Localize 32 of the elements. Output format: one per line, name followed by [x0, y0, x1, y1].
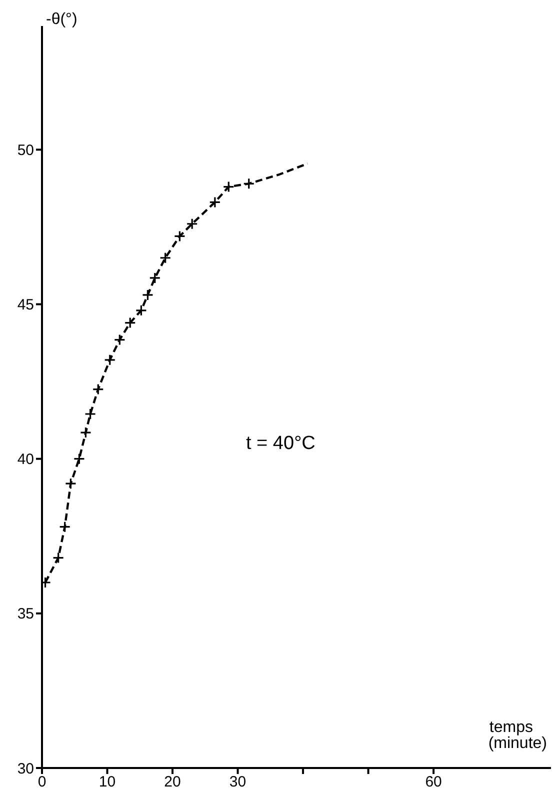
x-tick-label: 60 — [425, 774, 442, 791]
x-tick-label: 30 — [229, 774, 246, 791]
x-tick-label: 20 — [164, 774, 181, 791]
point — [174, 230, 186, 242]
y-tick-label: 40 — [17, 451, 34, 468]
point — [64, 478, 77, 490]
point — [149, 272, 161, 284]
x-tick-label: 10 — [98, 774, 116, 791]
point — [114, 334, 126, 346]
point — [160, 252, 172, 264]
point — [84, 408, 96, 420]
point — [142, 289, 154, 301]
y-tick-label: 30 — [17, 760, 34, 778]
point — [80, 426, 92, 438]
point — [104, 354, 116, 366]
point — [135, 304, 147, 316]
y-tick-label: 50 — [17, 142, 34, 159]
point — [209, 196, 221, 208]
annotation: t = 40°C — [246, 433, 316, 455]
y-axis-title: -θ(°) — [46, 11, 78, 28]
point — [92, 383, 104, 396]
y-tick-label: 35 — [17, 606, 34, 623]
point — [243, 178, 255, 190]
point — [124, 317, 136, 329]
point — [222, 180, 234, 193]
x-tick-label: 0 — [38, 774, 46, 791]
point — [186, 218, 198, 230]
point — [52, 552, 64, 564]
x-axis-title: temps (minute) — [488, 719, 547, 752]
point — [73, 453, 85, 465]
point — [59, 521, 71, 533]
y-tick-label: 45 — [17, 296, 34, 314]
